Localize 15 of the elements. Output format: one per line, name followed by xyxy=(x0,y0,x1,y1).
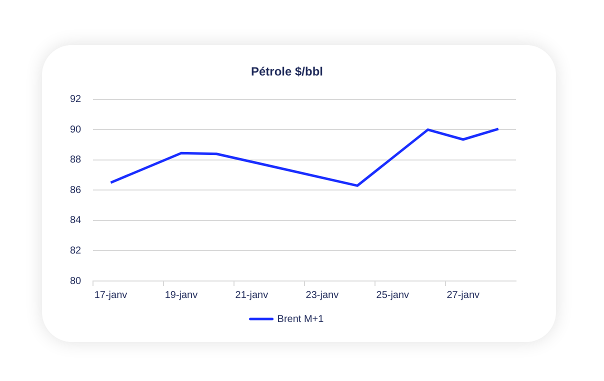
x-tick-label: 21-janv xyxy=(235,290,268,301)
chart-title: Pétrole $/bbl xyxy=(250,64,324,79)
x-tick-label: 23-janv xyxy=(306,290,339,301)
y-tick-label: 82 xyxy=(70,245,82,256)
x-tick-label: 25-janv xyxy=(376,290,410,301)
y-tick-label: 88 xyxy=(70,154,82,166)
x-tick-label: 17-janv xyxy=(94,290,128,301)
x-tick-label: 19-janv xyxy=(164,290,198,301)
y-tick-label: 92 xyxy=(70,94,82,106)
y-tick-label: 80 xyxy=(70,276,82,287)
legend-label: Brent M+1 xyxy=(277,314,324,325)
x-tick-label: 27-janv xyxy=(446,290,480,301)
y-tick-label: 90 xyxy=(70,124,82,136)
y-tick-label: 84 xyxy=(70,215,82,226)
y-tick-label: 86 xyxy=(70,184,82,196)
